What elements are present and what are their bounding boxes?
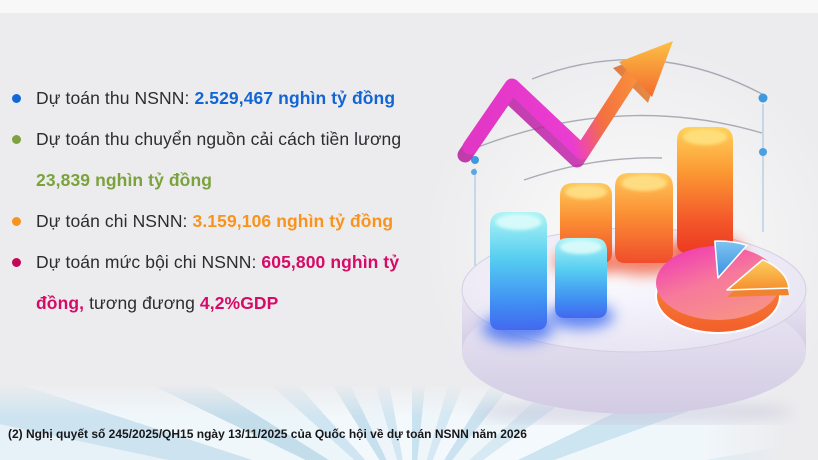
pie-slice-blue [714,240,748,279]
bar-cyan-tall [490,212,547,330]
bullet-value: 605,800 nghìn tỷ [261,252,400,272]
pie-chart [655,240,790,334]
list-item: Dự toán thu chuyển nguồn cải cách tiền l… [12,119,482,201]
bullet-value: 3.159,106 nghìn tỷ đồng [192,211,394,231]
pie-slice-yellow [726,258,790,291]
bullet-text: Dự toán chi NSNN: [36,211,193,231]
connector-dots-icon [471,93,768,278]
footnote: (2) Nghị quyết số 245/2025/QH15 ngày 13/… [8,427,527,441]
bullet-value: đồng, [36,293,85,313]
trend-zigzag-arrow-icon [457,41,673,168]
bullet-text: Dự toán thu NSNN: [36,88,195,108]
list-item: Dự toán mức bội chi NSNN: 605,800 nghìn … [12,242,482,324]
bullet-value: 2.529,467 nghìn tỷ đồng [194,88,396,108]
bar-orange-2 [615,173,673,263]
bullet-dot-icon [12,94,21,103]
budget-bullet-list: Dự toán thu NSNN: 2.529,467 nghìn tỷ đồn… [12,78,482,324]
bullet-dot-icon [12,135,21,144]
bullet-dot-icon [12,217,21,226]
bullet-text: Dự toán thu chuyển nguồn cải cách tiền l… [36,129,402,149]
bar-tall-orange [677,127,733,253]
bullet-text: tương đương [84,293,200,313]
bullet-text: Dự toán mức bội chi NSNN: [36,252,262,272]
list-item: Dự toán thu NSNN: 2.529,467 nghìn tỷ đồn… [12,78,482,119]
pie-slice-pink [656,246,780,320]
bullet-value: 4,2%GDP [199,293,279,313]
list-item: Dự toán chi NSNN: 3.159,106 nghìn tỷ đồn… [12,201,482,242]
bullet-value: 23,839 nghìn tỷ đồng [36,170,213,190]
3d-chart-illustration [430,40,818,425]
bar-cyan-short [555,238,607,318]
top-strip [0,0,818,13]
bullet-dot-icon [12,258,21,267]
